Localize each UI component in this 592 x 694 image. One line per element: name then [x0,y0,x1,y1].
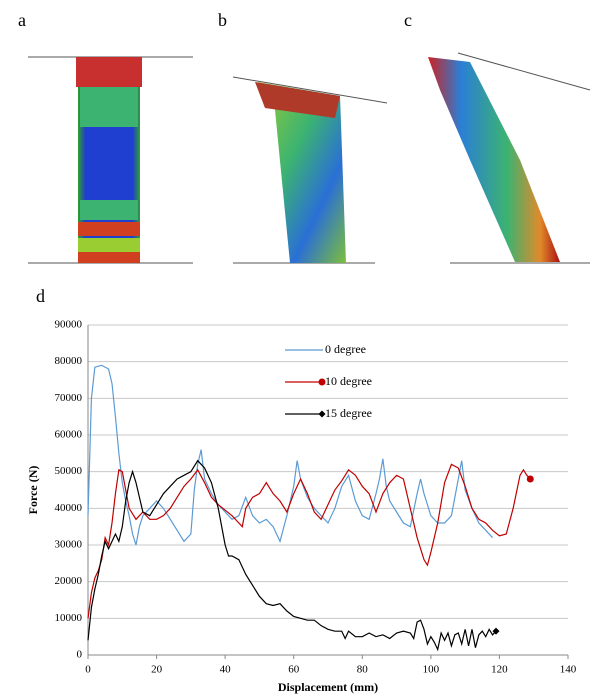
legend-label: 15 degree [325,406,372,420]
panel-labels: a b c d [18,10,412,306]
x-tick-label: 120 [491,664,508,676]
x-tick-label: 140 [560,664,577,676]
panel-label: a [18,10,26,30]
y-tick-label: 50000 [55,465,83,477]
panel-label: c [404,10,412,30]
chart: 0100002000030000400005000060000700008000… [26,319,577,694]
x-tick-label: 40 [220,664,232,676]
y-tick-label: 40000 [55,502,83,514]
marker [527,476,534,483]
simulation-b [233,77,387,263]
x-tick-label: 80 [357,664,369,676]
simulation-a [28,57,193,263]
simulation-c [428,53,590,263]
y-tick-label: 30000 [55,539,83,551]
y-tick-label: 90000 [55,319,83,331]
y-tick-label: 0 [77,649,83,661]
line [88,461,496,650]
x-axis-label: Displacement (mm) [278,680,378,694]
line [88,464,530,618]
y-axis-label: Force (N) [26,466,40,515]
panel-label: d [36,286,45,306]
x-tick-label: 0 [85,664,91,676]
panel-label: b [218,10,227,30]
x-tick-label: 100 [423,664,440,676]
y-tick-label: 60000 [55,429,83,441]
y-tick-label: 10000 [55,612,83,624]
figure: a b c d 0 10000 20000 30000 40000 50000 60000 7… [0,0,592,694]
y-tick-label: 70000 [55,392,83,404]
x-tick-label: 60 [288,664,300,676]
legend-label: 0 degree [325,342,366,356]
y-tick-label: 80000 [55,355,83,367]
y-tick-label: 20000 [55,575,83,587]
legend-label: 10 degree [325,374,372,388]
x-tick-label: 20 [151,664,163,676]
